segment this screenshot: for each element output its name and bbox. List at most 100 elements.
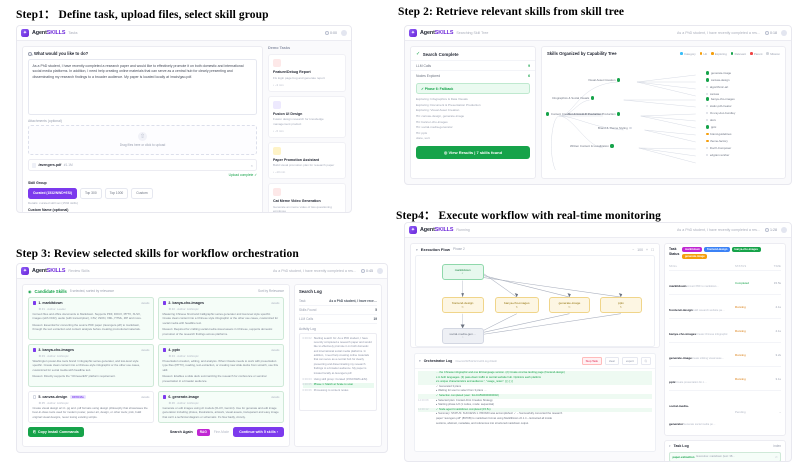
skill-checkbox[interactable] [162, 348, 166, 352]
tree-leaf[interactable]: banya-cho-images [706, 97, 735, 101]
node-dot-icon [706, 92, 709, 96]
doc-icon [273, 59, 281, 67]
flow-canvas[interactable]: markitdown ✓ frontend-design ↻ banya-cho-i… [415, 255, 655, 347]
copy-install-commands-button[interactable]: ⎘ Copy Install Commands [28, 427, 84, 438]
task-log-card: ▾ Task Log index paper-extraction Executi… [664, 440, 786, 461]
clock-icon [360, 269, 365, 273]
fit-icon[interactable]: ☐ [650, 247, 654, 252]
orchestrator-log-body[interactable]: … the Chinese infographic and one EN-lan… [415, 369, 655, 451]
user-avatar[interactable] [341, 30, 347, 36]
view-results-button[interactable]: ◎ View Results | 7 skills found [416, 146, 530, 159]
skill-card[interactable]: 2. banya-cho-images details ⚙ #2 · Autho… [158, 297, 284, 341]
chevron-down-icon[interactable]: ▾ [416, 247, 418, 252]
tree-node[interactable]: Infographics & Social Visuals [552, 96, 595, 100]
status-tag[interactable]: frontend-design [704, 247, 730, 252]
user-avatar[interactable] [781, 30, 787, 36]
tree-leaf[interactable]: generate-image [706, 71, 731, 75]
app-subtitle: Running [456, 228, 470, 232]
task-textarea[interactable]: As a PhD student, I have recently comple… [28, 59, 257, 115]
demo-task-card[interactable]: Cat Meme Video Generation Generate an me… [268, 183, 346, 212]
rag-toggle[interactable]: RAG [196, 428, 210, 436]
skill-group-option-top1000[interactable]: Top 1000 [104, 187, 129, 199]
export-log-button[interactable]: export [621, 357, 638, 365]
skill-checkbox[interactable] [32, 395, 36, 399]
dropzone-hint: Drag files here or click to upload [119, 143, 166, 148]
skill-checkbox[interactable] [162, 301, 166, 305]
skill-details-link[interactable]: details [141, 395, 150, 400]
status-tag[interactable]: markitdown [682, 247, 703, 252]
plus-icon[interactable]: + [645, 247, 648, 252]
skill-details-link[interactable]: details [271, 301, 280, 305]
view-results-label: View Results | 7 skills found [448, 150, 503, 155]
skill-details-link[interactable]: details [271, 348, 280, 353]
flow-node-frontend-design[interactable]: frontend-design ↻ [441, 297, 484, 314]
task-log-index[interactable]: index [773, 444, 781, 448]
tree-leaf[interactable]: edgram-wrsher [706, 153, 729, 157]
skill-group-option-custom[interactable]: Custom [131, 187, 153, 199]
tree-node[interactable]: Content Creation & Creative Production [546, 112, 602, 116]
tree-leaf[interactable]: canvas-design [706, 78, 730, 82]
close-icon[interactable]: × [250, 162, 253, 168]
node-dot-icon [610, 144, 614, 148]
clear-log-button[interactable]: clear [604, 357, 619, 365]
status-tag[interactable]: banya-cho-images [731, 247, 761, 252]
tree-leaf[interactable]: static-pdf-creator [706, 104, 732, 108]
flow-node-generate-image[interactable]: generate-image ↻ [548, 297, 591, 314]
tree-node[interactable]: Document & Presentation Production [568, 112, 621, 116]
tree-leaf[interactable]: brand-guidelines [706, 132, 731, 136]
skill-desc: Generate or edit images using AI models … [162, 406, 279, 419]
skill-card[interactable]: 3. banya-cho-images details ⚙ #3 · Autho… [28, 344, 154, 388]
task-log-row[interactable]: paper-extraction Executive: markdown (tex… [669, 451, 781, 461]
skill-details-link[interactable]: details [141, 301, 150, 305]
tree-node[interactable]: Brand & Theme Styling [598, 126, 632, 130]
tree-node[interactable]: Visual Asset Creation [588, 78, 621, 82]
file-dropzone[interactable]: ⇧ Drag files here or click to upload [28, 125, 257, 155]
user-avatar[interactable] [377, 268, 383, 274]
demo-task-card[interactable]: Fusion UI Design Fusion design research … [268, 95, 346, 138]
flow-node-pptx[interactable]: pptx ↻ [599, 297, 642, 314]
flow-node-markitdown[interactable]: markitdown ✓ [441, 264, 484, 281]
search-again-button[interactable]: Search Again [169, 430, 193, 435]
tree-leaf[interactable]: Ox-ray-doc-bundley [706, 111, 735, 115]
stop-task-button[interactable]: Stop Task [581, 357, 602, 365]
minus-icon[interactable]: − [632, 247, 635, 252]
node-dot-icon [706, 71, 710, 75]
skill-checkbox[interactable] [32, 348, 36, 352]
tree-leaf[interactable]: pptx [706, 125, 716, 129]
skill-card[interactable]: 1. markitdown details ⚙ #1 · Author: Lea… [28, 297, 154, 341]
node-dot-icon [617, 112, 621, 116]
skill-card[interactable]: 4. pptx details ⚙ #4 · Author: Anthropic… [158, 344, 284, 388]
skill-checkbox[interactable] [162, 395, 166, 399]
activity-log-list[interactable]: 0:00:02 Starting search for: As a PhD stu… [299, 333, 377, 411]
chevron-down-icon[interactable]: ▾ [669, 444, 671, 449]
skill-details-link[interactable]: details [141, 348, 150, 353]
tree-leaf[interactable]: DocX-Composer [706, 146, 731, 150]
fine-mode-toggle[interactable]: Fine-Mode [213, 430, 230, 435]
skill-group-option-top300[interactable]: Top 300 [79, 187, 102, 199]
skill-checkbox[interactable] [32, 301, 36, 305]
continue-button[interactable]: Continue with 5 skills › [233, 427, 284, 438]
tree-leaf[interactable]: canvas [706, 92, 719, 96]
tree-leaf[interactable]: algorithmic-art [706, 85, 728, 89]
demo-task-card[interactable]: Paper Promotion Assistant Build visual p… [268, 141, 346, 179]
flow-node-banya-cho-images[interactable]: banya-cho-images ↻ [494, 297, 540, 314]
skill-card[interactable]: 6. generate-image details ⚙ #6 · Author:… [158, 391, 284, 424]
skill-group-option-curated[interactable]: Curated (1532/NWD+ESI) [28, 187, 77, 199]
skill-card[interactable]: 5. canvas-design OFFICIAL details ⚙ #5 ·… [28, 391, 154, 424]
copy-icon[interactable]: ⎘ [640, 357, 651, 365]
tree-leaf[interactable]: docx [706, 118, 716, 122]
demo-task-card[interactable]: Feature/Debug Report Fix login page bug … [268, 54, 346, 92]
capability-tree-canvas[interactable]: Content Creation & Creative Production V… [546, 58, 781, 170]
flow-node-social-media-gen[interactable]: social-media-gen… ○ [441, 328, 484, 344]
chevron-down-icon[interactable]: ▾ [419, 359, 421, 363]
tree-node[interactable]: Written Content & Localization [570, 144, 614, 148]
user-avatar[interactable] [781, 227, 787, 233]
skill-desc: Presentation creation, editing, and anal… [162, 359, 279, 372]
uploaded-file-row: /avengers.pdf #1.1M × [28, 159, 257, 171]
candidate-skills-title: Candidate Skills [34, 289, 67, 294]
upload-status: Upload complete ✓ [228, 173, 257, 177]
status-tag[interactable]: generate-image [682, 254, 708, 259]
skill-details-link[interactable]: details [271, 395, 280, 400]
tree-leaf[interactable]: theme-factory [706, 139, 728, 143]
sort-control[interactable]: Sort by Relevance [257, 289, 284, 294]
